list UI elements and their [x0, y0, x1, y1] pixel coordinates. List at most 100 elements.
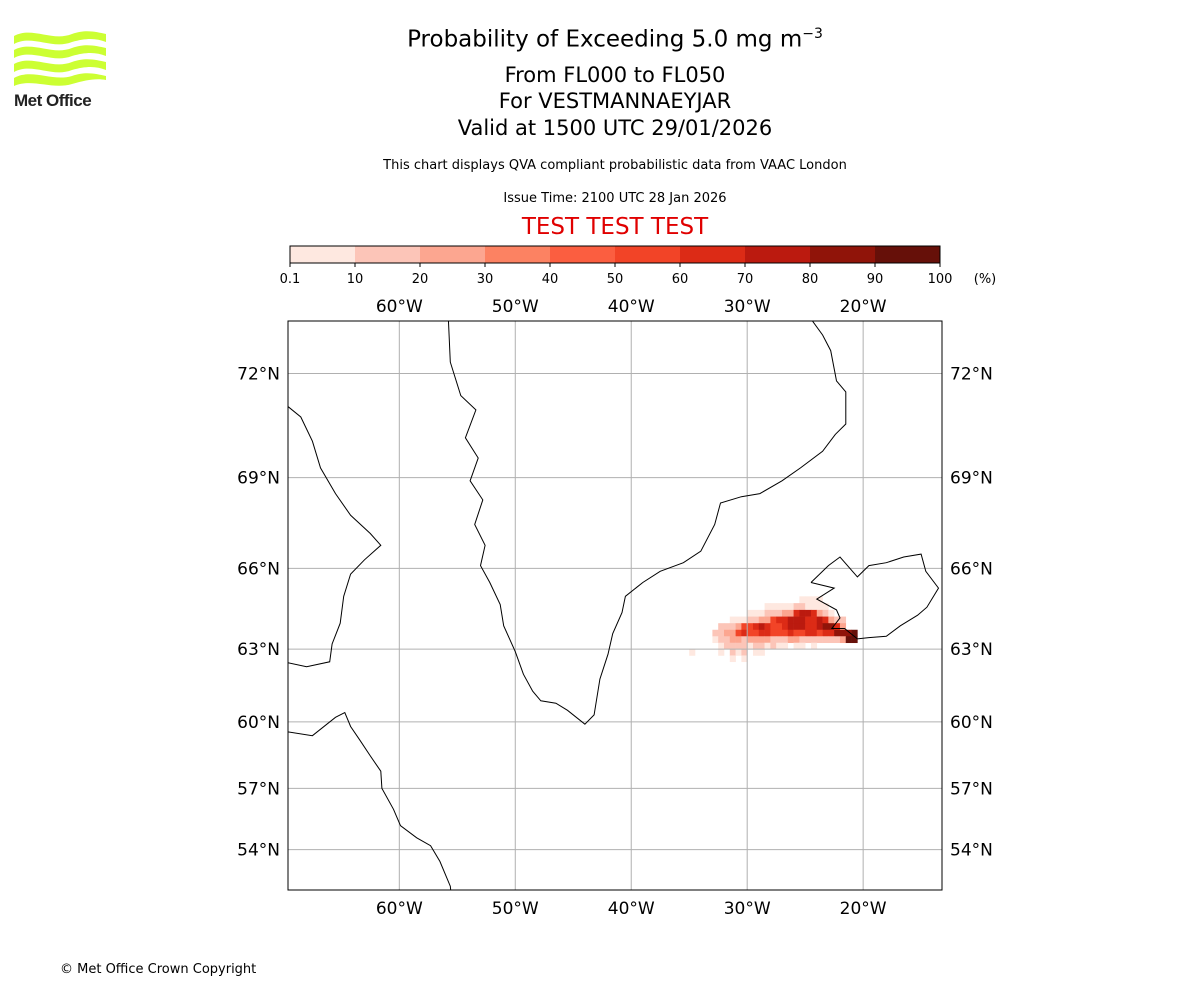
probability-cell: [758, 636, 765, 644]
lat-label-right: 66°N: [950, 559, 993, 579]
probability-cell: [729, 655, 736, 663]
probability-cell: [752, 642, 760, 650]
probability-cell: [810, 596, 818, 604]
probability-cell: [810, 623, 818, 631]
probability-cell: [845, 636, 852, 644]
probability-cell: [787, 623, 794, 631]
probability-cell: [799, 642, 806, 650]
probability-cell: [805, 609, 812, 617]
probability-cell: [764, 642, 771, 650]
colorbar-segment: [290, 246, 355, 263]
probability-cell: [752, 629, 760, 637]
probability-cell: [776, 629, 783, 637]
colorbar-segment: [745, 246, 810, 263]
probability-cell: [816, 629, 823, 637]
probability-cell: [799, 636, 806, 644]
probability-cell: [851, 636, 858, 644]
probability-cell: [718, 649, 725, 656]
probability-cell: [787, 603, 794, 611]
colorbar-tick-label: 0.1: [280, 272, 301, 287]
flight-level-range: From FL000 to FL050: [504, 63, 726, 87]
probability-cell: [810, 609, 818, 617]
probability-cell: [828, 609, 835, 617]
probability-cell: [805, 629, 812, 637]
probability-cell: [764, 603, 771, 611]
probability-cell: [781, 623, 789, 631]
probability-cell: [781, 603, 789, 611]
data-note: This chart displays QVA compliant probab…: [383, 158, 847, 173]
probability-cell: [712, 636, 719, 644]
lat-label-left: 54°N: [237, 841, 280, 861]
probability-cell: [735, 623, 742, 631]
colorbar-tick-label: 90: [867, 272, 884, 287]
probability-cell: [770, 629, 777, 637]
probability-cell: [828, 616, 835, 624]
probability-cell: [735, 642, 742, 650]
lat-label-right: 54°N: [950, 841, 993, 861]
probability-cell: [752, 649, 760, 656]
probability-cell: [741, 636, 748, 644]
lat-label-right: 60°N: [950, 713, 993, 733]
probability-cell: [799, 596, 806, 604]
probability-cell: [770, 603, 777, 611]
labrador-coastline: [288, 711, 452, 890]
probability-cell: [816, 623, 823, 631]
probability-cell: [799, 616, 806, 624]
probability-cell: [816, 616, 823, 624]
probability-cell: [793, 642, 800, 650]
probability-cell: [735, 616, 742, 624]
probability-cell: [758, 609, 765, 617]
probability-cell: [822, 616, 829, 624]
lat-label-right: 63°N: [950, 640, 993, 660]
probability-cell: [816, 603, 823, 611]
probability-cell: [787, 629, 794, 637]
probability-cell: [741, 616, 748, 624]
probability-cell: [805, 623, 812, 631]
probability-cell: [834, 629, 841, 637]
colorbar-tick-label: 30: [477, 272, 494, 287]
probability-cell: [828, 629, 835, 637]
lat-label-right: 72°N: [950, 364, 993, 384]
probability-cell: [747, 636, 754, 644]
map-frame: [287, 320, 943, 891]
greenland-coastline: [447, 321, 847, 725]
probability-cell: [741, 623, 748, 631]
lon-label-top: 20°W: [840, 297, 887, 317]
lat-label-left: 66°N: [237, 559, 280, 579]
probability-cell: [787, 636, 794, 644]
probability-cell: [793, 609, 800, 617]
probability-cell: [799, 623, 806, 631]
probability-cell: [729, 616, 736, 624]
lon-label-top: 60°W: [376, 297, 423, 317]
probability-cell: [764, 609, 771, 617]
probability-cell: [822, 629, 829, 637]
met-office-logo: [14, 31, 106, 86]
colorbar-segment: [485, 246, 550, 263]
probability-cell: [799, 603, 806, 611]
colorbar-tick-label: 50: [607, 272, 624, 287]
colorbar-segment: [550, 246, 615, 263]
probability-cell: [741, 642, 748, 650]
probability-cell: [828, 623, 835, 631]
lon-label-bottom: 20°W: [840, 899, 887, 919]
lat-label-left: 57°N: [237, 779, 280, 799]
probability-cell: [839, 623, 847, 631]
colorbar-tick-label: 40: [542, 272, 559, 287]
probability-cell: [689, 649, 696, 656]
copyright: © Met Office Crown Copyright: [60, 962, 257, 977]
probability-cell: [747, 609, 754, 617]
probability-cell: [834, 623, 841, 631]
colorbar-segment: [355, 246, 420, 263]
probability-cell: [787, 616, 794, 624]
lat-label-left: 72°N: [237, 364, 280, 384]
probability-cell: [810, 603, 818, 611]
probability-cell: [752, 609, 760, 617]
colorbar-tick-label: 70: [737, 272, 754, 287]
probability-cell: [816, 609, 823, 617]
probability-cell: [758, 616, 765, 624]
issue-time: Issue Time: 2100 UTC 28 Jan 2026: [503, 191, 727, 206]
probability-cell: [810, 642, 818, 650]
probability-cell: [718, 629, 725, 637]
probability-cell: [781, 642, 789, 650]
